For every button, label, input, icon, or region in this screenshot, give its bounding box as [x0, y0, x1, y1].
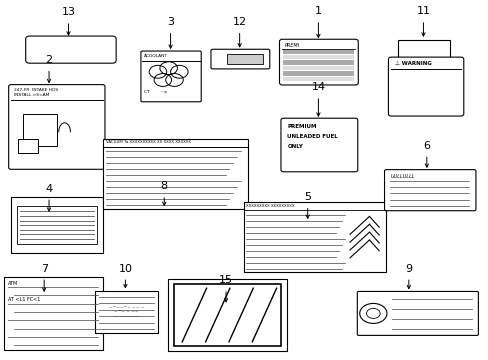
FancyBboxPatch shape — [9, 85, 105, 169]
Bar — [4, 277, 102, 350]
Text: 8: 8 — [161, 181, 167, 192]
Bar — [103, 139, 248, 209]
Bar — [283, 77, 354, 81]
Text: 6: 6 — [423, 141, 429, 151]
Bar — [17, 206, 97, 244]
Bar — [283, 50, 354, 54]
Text: 5: 5 — [304, 192, 310, 202]
Bar — [23, 114, 57, 146]
Text: AT <L1 FC<1: AT <L1 FC<1 — [8, 297, 40, 302]
Text: 2: 2 — [45, 55, 53, 65]
Text: UULLULLL: UULLULLL — [389, 174, 414, 179]
Bar — [227, 54, 263, 64]
FancyBboxPatch shape — [279, 39, 358, 85]
Text: 9: 9 — [405, 264, 411, 274]
Bar — [95, 292, 158, 333]
Bar — [283, 55, 354, 59]
Bar — [167, 279, 287, 351]
FancyBboxPatch shape — [387, 57, 463, 116]
Text: CT        ~a: CT ~a — [144, 90, 167, 94]
FancyBboxPatch shape — [26, 36, 116, 63]
Bar — [283, 60, 354, 65]
Bar — [283, 71, 354, 76]
Text: 12: 12 — [232, 17, 246, 27]
Text: 13: 13 — [61, 8, 75, 18]
Text: ONLY: ONLY — [287, 144, 303, 149]
FancyBboxPatch shape — [210, 49, 269, 69]
Text: PREMIUM: PREMIUM — [287, 123, 316, 129]
Bar — [173, 284, 281, 346]
Text: ATM: ATM — [8, 282, 18, 287]
Text: 3: 3 — [167, 17, 174, 27]
Bar — [397, 40, 449, 59]
Text: ~^~~^~ ~~ ~
~^~ ~ ~~
~ ~ ~~~~: ~^~~^~ ~~ ~ ~^~ ~ ~~ ~ ~ ~~~~ — [108, 306, 144, 319]
FancyBboxPatch shape — [384, 170, 475, 211]
Text: 247-FR  INTAKE HOS: 247-FR INTAKE HOS — [14, 88, 58, 92]
FancyBboxPatch shape — [281, 118, 357, 172]
Ellipse shape — [429, 54, 439, 64]
Text: ⚠ WARNING: ⚠ WARNING — [394, 61, 431, 66]
Text: 1: 1 — [314, 6, 321, 17]
Bar — [19, 139, 38, 153]
Text: 10: 10 — [118, 264, 132, 274]
Text: ACOOLANT: ACOOLANT — [144, 54, 168, 58]
Text: VACUUM To XXXXXXXXXX XX XXXX XXXXXX: VACUUM To XXXXXXXXXX XX XXXX XXXXXX — [106, 140, 190, 144]
Text: 11: 11 — [416, 6, 429, 17]
Text: 15: 15 — [219, 275, 233, 285]
FancyBboxPatch shape — [357, 292, 477, 336]
Bar — [11, 197, 102, 253]
Text: UNLEADED FUEL: UNLEADED FUEL — [287, 134, 337, 139]
Text: 7: 7 — [41, 264, 48, 274]
Text: INSTALL >S<AM: INSTALL >S<AM — [14, 93, 49, 97]
Bar — [283, 66, 354, 70]
FancyBboxPatch shape — [141, 51, 201, 102]
Text: 4: 4 — [45, 184, 53, 194]
Text: PREMI: PREMI — [285, 43, 300, 48]
Bar — [243, 202, 386, 272]
Text: XXXXXXXXX XXXXXXXXX: XXXXXXXXX XXXXXXXXX — [245, 203, 294, 208]
Text: 14: 14 — [311, 82, 325, 93]
